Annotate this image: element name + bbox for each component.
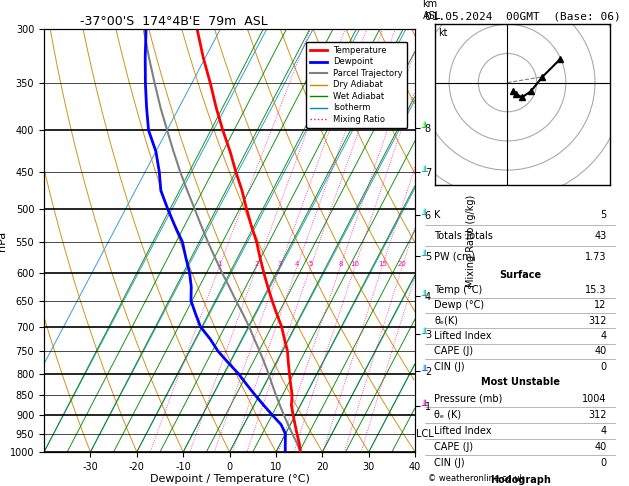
Text: 40: 40 xyxy=(594,442,607,452)
Y-axis label: hPa: hPa xyxy=(0,230,7,251)
Text: © weatheronline.co.uk: © weatheronline.co.uk xyxy=(428,474,524,483)
Text: 15.3: 15.3 xyxy=(586,285,607,295)
Text: 8: 8 xyxy=(338,260,343,267)
Text: CAPE (J): CAPE (J) xyxy=(434,347,473,356)
Text: 15: 15 xyxy=(378,260,387,267)
Text: CAPE (J): CAPE (J) xyxy=(434,442,473,452)
Text: ╨: ╨ xyxy=(421,401,427,411)
Text: 20: 20 xyxy=(398,260,407,267)
Text: Surface: Surface xyxy=(499,270,542,280)
Text: ╨: ╨ xyxy=(421,329,427,339)
Text: Lifted Index: Lifted Index xyxy=(434,331,492,341)
Text: 2: 2 xyxy=(255,260,259,267)
Text: ╨: ╨ xyxy=(421,366,427,377)
Text: ╨: ╨ xyxy=(421,122,427,133)
Text: 1: 1 xyxy=(217,260,221,267)
Text: Temp (°C): Temp (°C) xyxy=(434,285,482,295)
X-axis label: Dewpoint / Temperature (°C): Dewpoint / Temperature (°C) xyxy=(150,474,309,485)
Text: PW (cm): PW (cm) xyxy=(434,252,476,262)
Text: Hodograph: Hodograph xyxy=(490,475,551,485)
Text: ╨: ╨ xyxy=(421,167,427,177)
Text: LCL: LCL xyxy=(416,429,433,439)
Text: 312: 312 xyxy=(588,316,607,326)
Text: θₑ(K): θₑ(K) xyxy=(434,316,458,326)
Text: CIN (J): CIN (J) xyxy=(434,458,465,469)
Text: 312: 312 xyxy=(588,410,607,420)
Y-axis label: Mixing Ratio (g/kg): Mixing Ratio (g/kg) xyxy=(466,194,476,287)
Text: 40: 40 xyxy=(594,347,607,356)
Text: Pressure (mb): Pressure (mb) xyxy=(434,394,503,403)
Text: 3: 3 xyxy=(278,260,282,267)
Text: 4: 4 xyxy=(601,331,607,341)
Text: 5: 5 xyxy=(601,209,607,220)
Text: Lifted Index: Lifted Index xyxy=(434,426,492,436)
Text: 12: 12 xyxy=(594,300,607,311)
Text: 4: 4 xyxy=(295,260,299,267)
Text: ╨: ╨ xyxy=(421,251,427,261)
Text: ╨: ╨ xyxy=(421,291,427,301)
Legend: Temperature, Dewpoint, Parcel Trajectory, Dry Adiabat, Wet Adiabat, Isotherm, Mi: Temperature, Dewpoint, Parcel Trajectory… xyxy=(306,42,407,128)
Text: kt: kt xyxy=(438,28,448,37)
Text: K: K xyxy=(434,209,440,220)
Text: ╨: ╨ xyxy=(421,210,427,220)
Text: 0: 0 xyxy=(601,362,607,372)
Text: 4: 4 xyxy=(601,426,607,436)
Text: 43: 43 xyxy=(594,231,607,241)
Text: Most Unstable: Most Unstable xyxy=(481,377,560,387)
Text: 0: 0 xyxy=(601,458,607,469)
Text: θₑ (K): θₑ (K) xyxy=(434,410,461,420)
Text: km
ASL: km ASL xyxy=(423,0,441,21)
Text: Dewp (°C): Dewp (°C) xyxy=(434,300,484,311)
Text: 1004: 1004 xyxy=(582,394,607,403)
Text: Totals Totals: Totals Totals xyxy=(434,231,493,241)
Text: CIN (J): CIN (J) xyxy=(434,362,465,372)
Title: -37°00'S  174°4B'E  79m  ASL: -37°00'S 174°4B'E 79m ASL xyxy=(80,15,268,28)
Text: 10: 10 xyxy=(350,260,359,267)
Text: 5: 5 xyxy=(308,260,313,267)
Text: 1.73: 1.73 xyxy=(586,252,607,262)
Text: 01.05.2024  00GMT  (Base: 06): 01.05.2024 00GMT (Base: 06) xyxy=(425,12,620,21)
